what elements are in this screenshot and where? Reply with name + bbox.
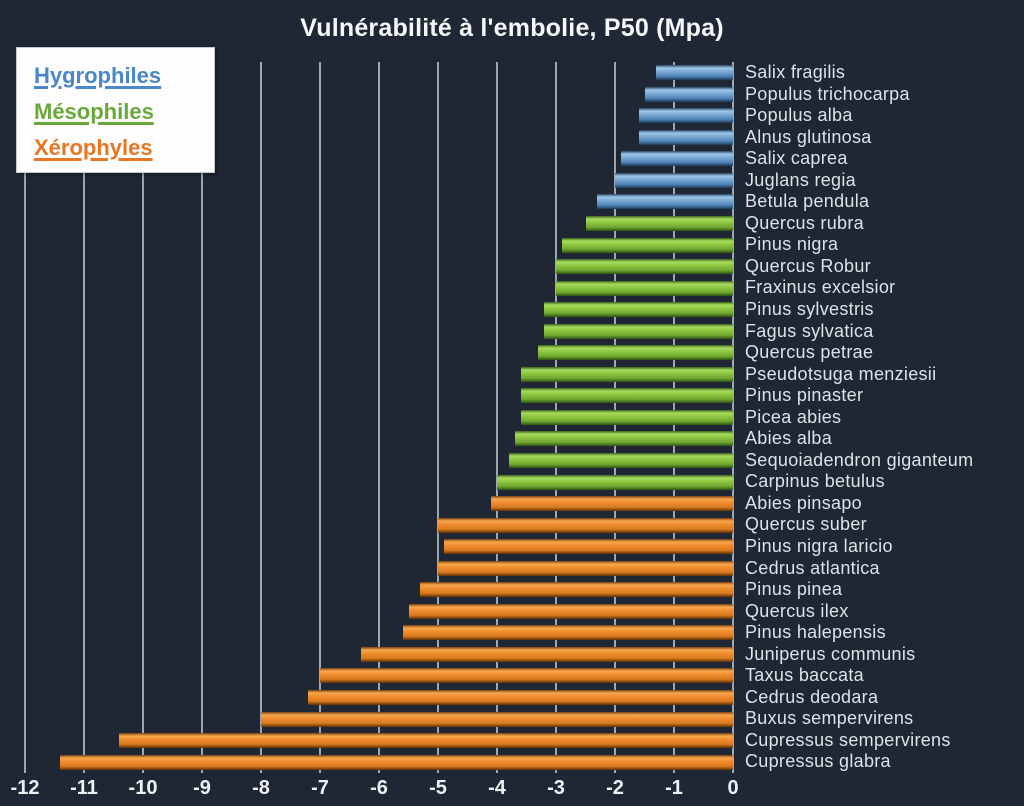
species-label-salix-caprea: Salix caprea xyxy=(745,148,848,169)
bar-taxus-baccata xyxy=(320,668,733,684)
bar-pinus-halepensis xyxy=(402,625,733,641)
species-label-quercus-suber: Quercus suber xyxy=(745,514,867,535)
species-label-pinus-pinea: Pinus pinea xyxy=(745,579,843,600)
species-label-populus-trichocarpa: Populus trichocarpa xyxy=(745,83,910,104)
chart-title: Vulnérabilité à l'embolie, P50 (Mpa) xyxy=(300,14,724,42)
species-label-cupressus-glabra: Cupressus glabra xyxy=(745,751,891,772)
bar-pinus-pinaster xyxy=(520,388,733,404)
bar-quercus-suber xyxy=(438,517,733,533)
species-label-quercus-robur: Quercus Robur xyxy=(745,255,871,276)
bar-quercus-ilex xyxy=(408,603,733,619)
plot-area xyxy=(24,62,734,773)
species-label-pinus-nigra: Pinus nigra xyxy=(745,234,839,255)
bar-fraxinus-excelsior xyxy=(556,280,733,296)
bar-quercus-rubra xyxy=(585,216,733,232)
species-labels-column: Salix fragilis Populus trichocarpa Populus… xyxy=(745,62,1024,773)
x-tick-label--10: -10 xyxy=(128,777,158,799)
bar-pinus-nigra-laricio xyxy=(443,539,733,555)
x-tick-label--11: -11 xyxy=(70,777,98,799)
species-label-quercus-rubra: Quercus rubra xyxy=(745,212,864,233)
species-label-pinus-sylvestris: Pinus sylvestris xyxy=(745,299,874,319)
bar-salix-caprea xyxy=(620,151,733,167)
bar-sequoiadendron-giganteum xyxy=(508,453,733,469)
species-label-quercus-petrae: Quercus petrae xyxy=(745,342,874,363)
gridline--11 xyxy=(83,62,85,773)
bar-pseudotsuga-menziesii xyxy=(520,366,733,382)
x-tick-label--7: -7 xyxy=(311,777,329,799)
bar-cedrus-atlantica xyxy=(438,560,733,576)
species-label-pinus-pinaster: Pinus pinaster xyxy=(745,385,864,406)
species-label-pinus-halepensis: Pinus halepensis xyxy=(745,622,886,643)
species-label-fagus-sylvatica: Fagus sylvatica xyxy=(745,320,874,341)
species-label-pseudotsuga-menziesii: Pseudotsuga menziesii xyxy=(745,363,937,384)
x-tick-label--12: -12 xyxy=(10,777,40,799)
species-label-quercus-ilex: Quercus ilex xyxy=(745,600,849,621)
bar-pinus-nigra xyxy=(561,237,733,253)
x-tick-label--6: -6 xyxy=(370,777,388,799)
species-label-cedrus-atlantica: Cedrus atlantica xyxy=(745,557,880,578)
species-label-juglans-regia: Juglans regia xyxy=(745,169,856,190)
bar-cupressus-sempervirens xyxy=(119,733,733,749)
species-label-carpinus-betulus: Carpinus betulus xyxy=(745,471,885,492)
x-tick-label--5: -5 xyxy=(429,777,447,799)
species-label-betula-pendula: Betula pendula xyxy=(745,191,870,212)
legend-item-xerophyles: Xérophyles xyxy=(34,135,153,160)
species-label-taxus-baccata: Taxus baccata xyxy=(745,665,864,686)
x-tick-label--1: -1 xyxy=(665,777,683,799)
bar-pinus-pinea xyxy=(420,582,733,598)
gridline--10 xyxy=(142,62,144,773)
x-tick-label-0: 0 xyxy=(727,777,739,799)
bar-alnus-glutinosa xyxy=(638,129,733,145)
species-label-salix-fragilis: Salix fragilis xyxy=(745,62,846,82)
x-tick-label--9: -9 xyxy=(193,777,211,799)
legend-item-mesophiles: Mésophiles xyxy=(34,99,154,124)
x-tick-label--3: -3 xyxy=(547,777,565,799)
bar-betula-pendula xyxy=(597,194,733,210)
species-label-abies-pinsapo: Abies pinsapo xyxy=(745,492,862,513)
species-label-alnus-glutinosa: Alnus glutinosa xyxy=(745,126,872,147)
gridline--12 xyxy=(24,62,26,773)
gridline--8 xyxy=(260,62,262,773)
bar-buxus-sempervirens xyxy=(261,711,733,727)
bar-quercus-robur xyxy=(556,259,733,275)
bar-fagus-sylvatica xyxy=(544,323,733,339)
x-tick-label--2: -2 xyxy=(606,777,624,799)
gridline--9 xyxy=(201,62,203,773)
species-label-buxus-sempervirens: Buxus sempervirens xyxy=(745,708,914,729)
bar-juglans-regia xyxy=(615,172,733,188)
legend-box: Hygrophiles Mésophiles Xérophyles xyxy=(16,47,215,173)
species-label-abies-alba: Abies alba xyxy=(745,428,833,449)
species-label-picea-abies: Picea abies xyxy=(745,406,842,427)
gridline--7 xyxy=(319,62,321,773)
species-label-fraxinus-excelsior: Fraxinus excelsior xyxy=(745,277,896,298)
x-tick-label--8: -8 xyxy=(252,777,270,799)
gridline--6 xyxy=(378,62,380,773)
species-label-cupressus-sempervirens: Cupressus sempervirens xyxy=(745,729,951,750)
bar-salix-fragilis xyxy=(656,65,733,81)
bar-populus-alba xyxy=(638,108,733,124)
species-label-sequoiadendron-giganteum: Sequoiadendron giganteum xyxy=(745,449,974,470)
gridline--5 xyxy=(437,62,439,773)
species-label-juniperus-communis: Juniperus communis xyxy=(745,643,916,664)
bar-juniperus-communis xyxy=(361,646,733,662)
bar-populus-trichocarpa xyxy=(644,86,733,102)
bar-cupressus-glabra xyxy=(60,754,733,770)
species-label-cedrus-deodara: Cedrus deodara xyxy=(745,686,879,707)
gridline-0 xyxy=(732,62,734,773)
x-tick-label--4: -4 xyxy=(488,777,506,799)
bar-cedrus-deodara xyxy=(308,690,733,706)
gridline--4 xyxy=(496,62,498,773)
bar-abies-pinsapo xyxy=(491,496,733,512)
bar-quercus-petrae xyxy=(538,345,733,361)
species-label-pinus-nigra-laricio: Pinus nigra laricio xyxy=(745,536,893,556)
bar-carpinus-betulus xyxy=(497,474,733,490)
x-axis-tick-labels: -12 -11 -10 -9 -8 -7 -6 -5 -4 -3 -2 -1 0 xyxy=(0,777,1024,805)
bar-picea-abies xyxy=(520,409,733,425)
bar-abies-alba xyxy=(514,431,733,447)
species-label-populus-alba: Populus alba xyxy=(745,105,853,126)
bar-pinus-sylvestris xyxy=(544,302,733,318)
legend-item-hygrophiles: Hygrophiles xyxy=(34,63,162,88)
